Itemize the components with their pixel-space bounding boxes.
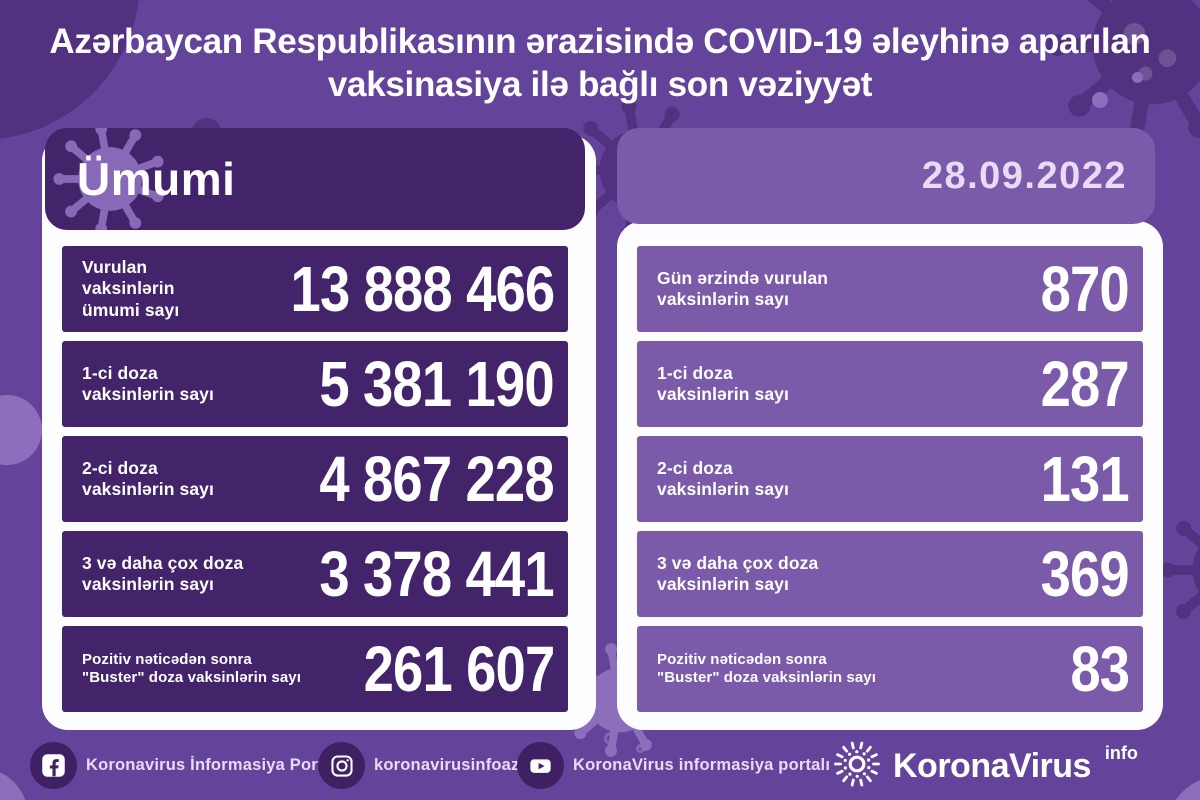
stat-value: 5 381 190 [319, 348, 555, 420]
instagram-link[interactable]: koronavirusinfoaz [318, 742, 520, 789]
stat-row-total-dose1: 1-ci doza vaksinlərin sayı 5 381 190 [62, 341, 568, 427]
stat-row-total-dose2: 2-ci doza vaksinlərin sayı 4 867 228 [62, 436, 568, 522]
stat-label: 1-ci doza vaksinlərin sayı [82, 362, 214, 404]
stat-row-total-all: Vurulan vaksinlərin ümumi sayı 13 888 46… [62, 246, 568, 332]
stat-value: 83 [1070, 633, 1130, 705]
stat-row-daily-dose1: 1-ci doza vaksinlərin sayı 287 [637, 341, 1143, 427]
facebook-link[interactable]: Koronavirus İnformasiya Portalı [30, 742, 343, 789]
brand-suffix: info [1104, 743, 1138, 763]
stat-value: 287 [1040, 348, 1130, 420]
stat-value: 369 [1040, 538, 1130, 610]
stat-value: 261 607 [363, 633, 555, 705]
daily-rows: Gün ərzində vurulan vaksinlərin sayı 870… [637, 246, 1143, 721]
virus-decoration [1158, 495, 1200, 650]
blob-decoration [1132, 72, 1143, 83]
total-panel-header: Ümumi [45, 128, 585, 230]
youtube-link[interactable]: KoronaVirus informasiya portalı [517, 742, 830, 789]
page-title: Azərbaycan Respublikasının ərazisində CO… [0, 20, 1200, 107]
stat-row-daily-dose2: 2-ci doza vaksinlərin sayı 131 [637, 436, 1143, 522]
virus-logo-icon [833, 740, 881, 793]
total-panel-title: Ümumi [77, 153, 236, 205]
stat-label: Pozitiv nəticədən sonra "Buster" doza va… [657, 650, 876, 686]
stat-label: Gün ərzində vurulan vaksinlərin sayı [657, 267, 829, 309]
stat-label: 3 və daha çox doza vaksinlərin sayı [657, 552, 819, 594]
stat-label: 2-ci doza vaksinlərin sayı [82, 457, 214, 499]
stat-value: 870 [1040, 253, 1130, 325]
blob-decoration [0, 395, 42, 465]
stat-row-total-dose3plus: 3 və daha çox doza vaksinlərin sayı 3 37… [62, 531, 568, 617]
daily-panel-header: 28.09.2022 [617, 128, 1155, 224]
blob-decoration [0, 768, 28, 800]
brand-name: KoronaVirus [893, 747, 1091, 785]
stat-row-daily-booster: Pozitiv nəticədən sonra "Buster" doza va… [637, 626, 1143, 712]
stat-label: 3 və daha çox doza vaksinlərin sayı [82, 552, 244, 594]
total-stats-panel: Ümumi Vurulan vaksinlərin ümumi sayı 13 … [40, 128, 596, 730]
virus-icon [51, 128, 169, 230]
ring-decoration [604, 732, 617, 745]
instagram-label: koronavirusinfoaz [374, 756, 520, 774]
stat-label: 2-ci doza vaksinlərin sayı [657, 457, 789, 499]
koronavirus-logo: KoronaVirus info [833, 740, 1138, 793]
stat-value: 4 867 228 [319, 443, 555, 515]
stat-label: 1-ci doza vaksinlərin sayı [657, 362, 789, 404]
title-line2: vaksinasiya ilə bağlı son vəziyyət [327, 65, 873, 105]
report-date: 28.09.2022 [921, 154, 1127, 197]
blob-decoration [1166, 776, 1200, 800]
blob-decoration [1092, 92, 1108, 108]
stat-row-daily-all: Gün ərzində vurulan vaksinlərin sayı 870 [637, 246, 1143, 332]
stat-row-daily-dose3plus: 3 və daha çox doza vaksinlərin sayı 369 [637, 531, 1143, 617]
daily-stats-panel: 28.09.2022 Gün ərzində vurulan vaksinlər… [617, 128, 1163, 730]
stat-value: 131 [1040, 443, 1130, 515]
instagram-icon [318, 742, 365, 789]
stat-label: Pozitiv nəticədən sonra "Buster" doza va… [82, 650, 301, 686]
youtube-label: KoronaVirus informasiya portalı [573, 756, 831, 774]
ring-decoration [636, 744, 645, 753]
total-rows: Vurulan vaksinlərin ümumi sayı 13 888 46… [62, 246, 568, 721]
facebook-icon [30, 742, 77, 789]
stat-label: Vurulan vaksinlərin ümumi sayı [82, 256, 180, 320]
stat-row-total-booster: Pozitiv nəticədən sonra "Buster" doza va… [62, 626, 568, 712]
facebook-label: Koronavirus İnformasiya Portalı [86, 756, 343, 774]
youtube-icon [517, 742, 564, 789]
stat-value: 13 888 466 [290, 253, 555, 325]
title-line1: Azərbaycan Respublikasının ərazisində CO… [49, 22, 1151, 61]
stat-value: 3 378 441 [319, 538, 555, 610]
